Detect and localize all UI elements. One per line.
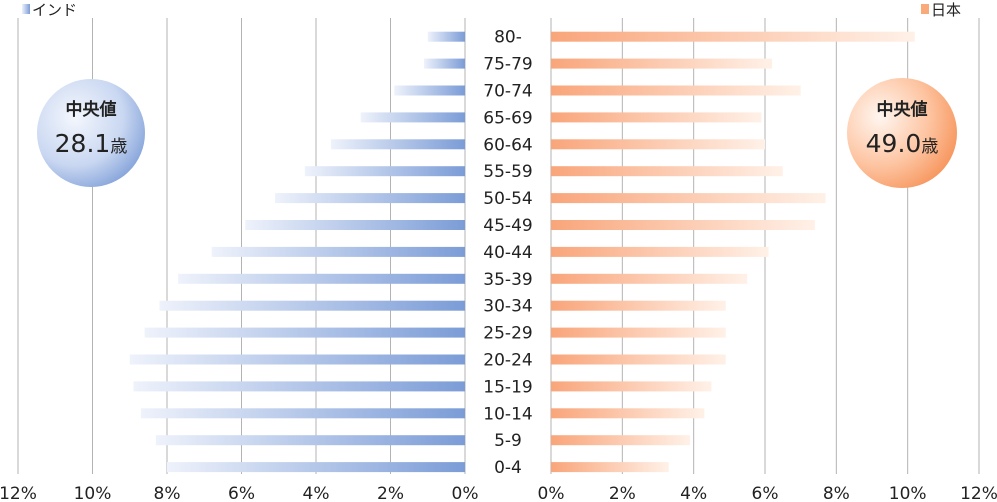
bars-japan xyxy=(551,31,915,473)
x-tick-label-left: 10% xyxy=(74,484,112,502)
age-labels: 80- 75-79 70-74 65-69 60-64 55-59 50-54 45-49 40… xyxy=(483,28,532,478)
x-ticks-left: 0% 2% 4% 6% 8% 10% 12% xyxy=(0,484,478,502)
age-label: 65-69 xyxy=(483,108,532,128)
bar-india xyxy=(304,166,465,177)
x-tick-label-right: 4% xyxy=(680,484,707,502)
bar-india xyxy=(275,193,465,204)
age-label: 25-29 xyxy=(483,324,532,344)
x-tick-label-left: 6% xyxy=(228,484,255,502)
x-tick-label-right: 0% xyxy=(538,484,565,502)
bar-india xyxy=(245,220,465,230)
median-unit-india: 歳 xyxy=(110,137,127,157)
age-label: 10-14 xyxy=(483,404,532,424)
age-label: 0-4 xyxy=(494,458,522,478)
median-badge-india-circle xyxy=(37,79,145,187)
age-label: 45-49 xyxy=(483,216,532,236)
bar-india xyxy=(167,462,465,473)
x-tick-label-left: 8% xyxy=(154,484,181,502)
age-label: 50-54 xyxy=(483,189,532,209)
x-tick-label-right: 2% xyxy=(609,484,636,502)
bar-india xyxy=(129,354,465,365)
bar-india xyxy=(178,273,466,284)
legend-swatch-japan xyxy=(921,4,929,14)
x-tick-label-right: 6% xyxy=(752,484,779,502)
bar-india xyxy=(330,139,465,150)
x-tick-label-left: 0% xyxy=(452,484,479,502)
bar-japan xyxy=(551,112,762,123)
bar-india xyxy=(144,327,465,338)
bar-japan xyxy=(551,58,773,69)
bar-india xyxy=(211,246,465,257)
median-badge-japan-circle xyxy=(847,78,957,188)
x-tick-label-left: 4% xyxy=(303,484,330,502)
bar-india xyxy=(394,85,465,96)
legend-label-japan: 日本 xyxy=(931,1,961,19)
median-badge-japan: 中央値 49.0歳 xyxy=(847,78,957,188)
x-tick-label-right: 12% xyxy=(960,484,997,502)
age-label: 15-19 xyxy=(483,377,532,397)
bar-japan xyxy=(551,139,765,150)
age-label: 30-34 xyxy=(483,297,532,317)
x-tick-label-left: 12% xyxy=(0,484,37,502)
bar-india xyxy=(155,435,465,446)
bar-japan xyxy=(551,381,712,392)
age-label: 35-39 xyxy=(483,270,532,290)
bar-india xyxy=(427,31,465,42)
legend-japan: 日本 xyxy=(921,1,961,19)
age-label: 75-79 xyxy=(483,55,532,75)
x-ticks-right: 0% 2% 4% 6% 8% 10% 12% xyxy=(538,484,997,502)
bar-india xyxy=(424,58,465,69)
legend-india: インド xyxy=(22,1,77,19)
age-label: 20-24 xyxy=(483,351,532,371)
median-label-india: 中央値 xyxy=(66,99,117,120)
median-value-india: 28.1 xyxy=(55,129,111,158)
x-tick-label-right: 8% xyxy=(823,484,850,502)
median-value-japan: 49.0 xyxy=(866,129,922,158)
bar-japan xyxy=(551,273,748,284)
bar-india xyxy=(133,381,465,392)
bar-japan xyxy=(551,220,815,230)
median-badge-india: 中央値 28.1歳 xyxy=(37,79,145,187)
legend-label-india: インド xyxy=(32,1,77,19)
bar-japan xyxy=(551,354,726,365)
age-label: 60-64 xyxy=(483,135,532,155)
legend-swatch-india xyxy=(22,4,30,14)
bar-japan xyxy=(551,435,691,446)
bar-japan xyxy=(551,408,705,419)
bar-india xyxy=(159,300,466,311)
bar-india xyxy=(360,112,465,123)
age-label: 5-9 xyxy=(494,431,522,451)
x-tick-label-left: 2% xyxy=(377,484,404,502)
bar-japan xyxy=(551,85,801,96)
median-label-japan: 中央値 xyxy=(877,99,928,120)
age-label: 70-74 xyxy=(483,82,532,102)
age-label: 80- xyxy=(494,28,522,48)
bar-japan xyxy=(551,462,669,473)
age-label: 40-44 xyxy=(483,243,532,263)
bar-japan xyxy=(551,300,726,311)
median-unit-japan: 歳 xyxy=(921,137,938,157)
age-label: 55-59 xyxy=(483,162,532,182)
bar-japan xyxy=(551,193,826,204)
x-tick-label-right: 10% xyxy=(889,484,927,502)
bar-japan xyxy=(551,166,783,177)
median-text-japan: 49.0歳 xyxy=(866,129,939,158)
bar-india xyxy=(140,408,466,419)
bar-japan xyxy=(551,246,769,257)
bar-japan xyxy=(551,31,915,42)
median-text-india: 28.1歳 xyxy=(55,129,128,158)
bar-japan xyxy=(551,327,726,338)
bars-india xyxy=(129,31,466,473)
